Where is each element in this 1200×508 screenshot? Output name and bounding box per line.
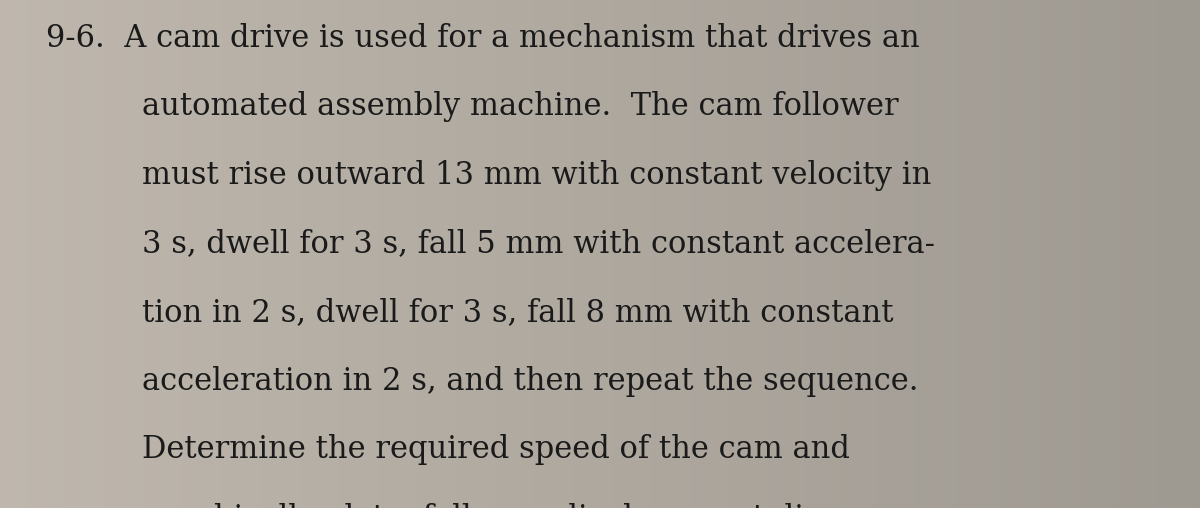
Text: Determine the required speed of the cam and: Determine the required speed of the cam …: [142, 434, 850, 465]
Text: automated assembly machine.  The cam follower: automated assembly machine. The cam foll…: [142, 91, 899, 122]
Text: 9-6.  A cam drive is used for a mechanism that drives an: 9-6. A cam drive is used for a mechanism…: [46, 23, 919, 54]
Text: 3 s, dwell for 3 s, fall 5 mm with constant accelera-: 3 s, dwell for 3 s, fall 5 mm with const…: [142, 229, 935, 260]
Text: graphically plot a follower displacement diagram.: graphically plot a follower displacement…: [142, 503, 913, 508]
Text: acceleration in 2 s, and then repeat the sequence.: acceleration in 2 s, and then repeat the…: [142, 366, 918, 397]
Text: tion in 2 s, dwell for 3 s, fall 8 mm with constant: tion in 2 s, dwell for 3 s, fall 8 mm wi…: [142, 297, 893, 328]
Text: must rise outward 13 mm with constant velocity in: must rise outward 13 mm with constant ve…: [142, 160, 931, 191]
